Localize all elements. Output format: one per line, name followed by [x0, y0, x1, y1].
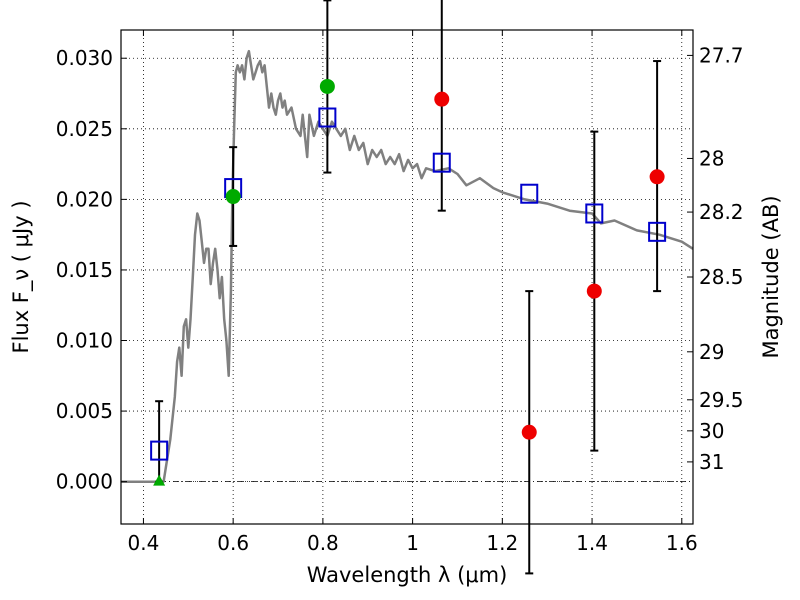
low-sn-point: [586, 283, 602, 299]
y-tick-label: 0.025: [56, 117, 113, 141]
x-axis-label: Wavelength λ (μm): [307, 563, 508, 587]
right-tick-label: 28.2: [699, 200, 744, 224]
x-tick-label: 1.6: [666, 531, 698, 555]
right-tick-label: 31: [699, 450, 724, 474]
x-tick-label: 1: [406, 531, 419, 555]
model-photometry-square: [648, 221, 667, 242]
model-photometry-square: [318, 107, 337, 128]
model-photometry-square: [150, 440, 169, 461]
x-tick-label: 0.8: [307, 531, 339, 555]
right-tick-label: 27.7: [699, 43, 744, 67]
y-tick-label: 0.030: [56, 46, 113, 70]
grid-lines: [121, 30, 693, 524]
right-tick-label: 28.5: [699, 265, 744, 289]
y-tick-label: 0.015: [56, 258, 113, 282]
y-tick-label: 0.020: [56, 187, 113, 211]
right-tick-label: 28: [699, 146, 724, 170]
model-photometry-square: [585, 203, 604, 224]
axis-ticks: 0.4 0.6 0.8 1 1.2 1.4 1.6 0.000 0.005 0.010 0.015 0…: [56, 30, 744, 555]
series-lines: [121, 49, 694, 483]
y-tick-label: 0.010: [56, 329, 113, 353]
data-markers: [150, 78, 667, 486]
low-sn-point: [434, 91, 450, 107]
model-photometry-square: [432, 152, 451, 173]
y-axis-label: Flux F_ν ( μJy ): [9, 200, 34, 353]
right-tick-label: 29.5: [699, 388, 744, 412]
y-tick-label: 0.000: [56, 470, 113, 494]
model-sed-line: [121, 49, 694, 483]
x-tick-label: 1.2: [486, 531, 518, 555]
upper-limit-triangle: [153, 474, 166, 486]
right-tick-label: 29: [699, 340, 724, 364]
x-axis-label-text: Wavelength λ (μm): [307, 563, 508, 587]
y-tick-label: 0.005: [56, 399, 113, 423]
x-tick-label: 0.6: [217, 531, 249, 555]
detection-point: [319, 78, 335, 94]
right-tick-label: 30: [699, 419, 724, 443]
x-tick-label: 1.4: [576, 531, 608, 555]
x-tick-label: 0.4: [128, 531, 160, 555]
detection-point: [225, 189, 241, 205]
low-sn-point: [649, 169, 665, 185]
model-photometry-square: [520, 183, 539, 204]
low-sn-point: [521, 424, 537, 440]
right-axis-label: Magnitude (AB): [759, 195, 783, 358]
